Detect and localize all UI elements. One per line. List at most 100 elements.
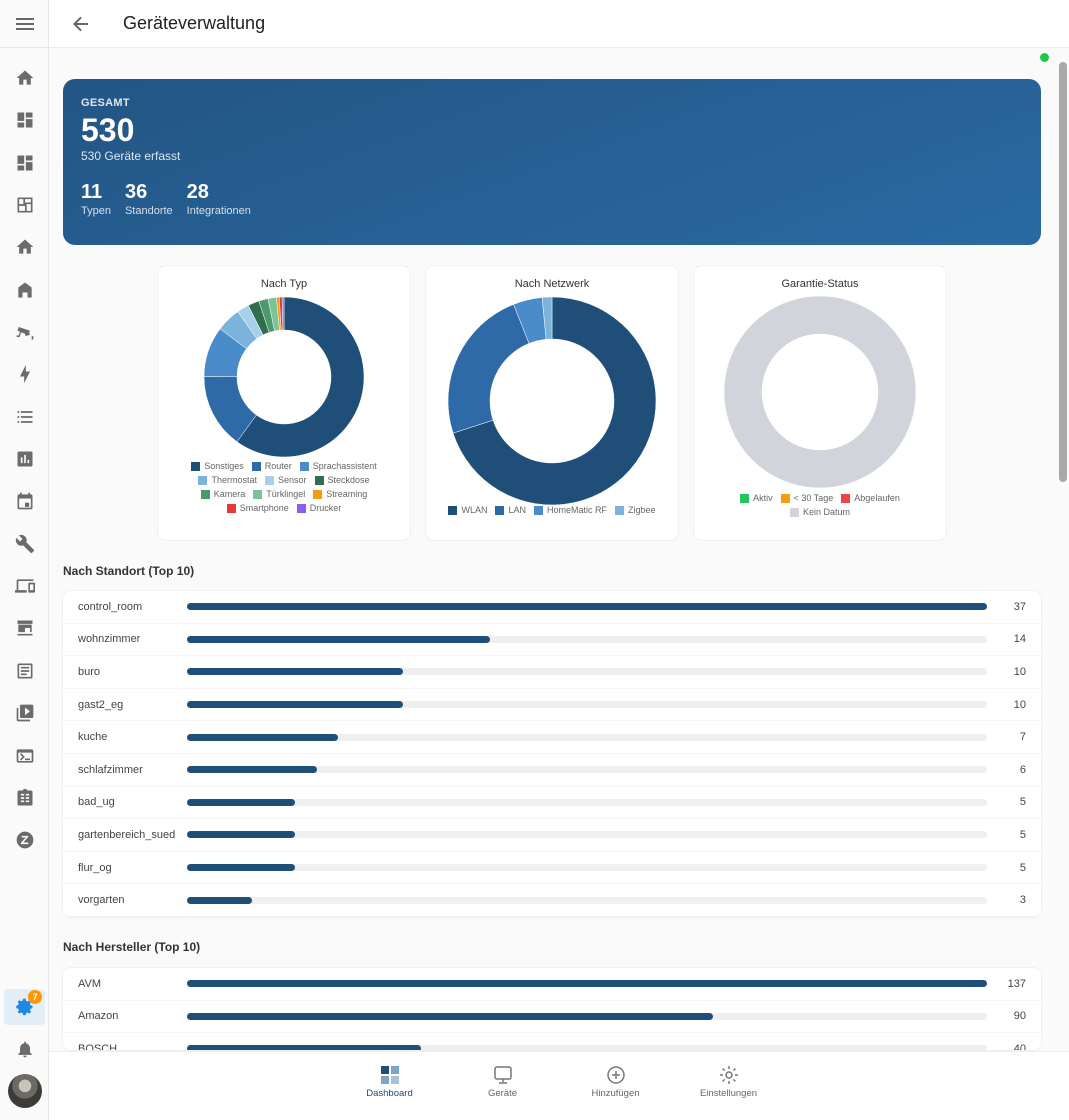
sidebar-item-0[interactable] (4, 60, 45, 96)
bar-row: Amazon 90 (63, 1001, 1041, 1034)
legend-item[interactable]: < 30 Tage (780, 493, 834, 503)
legend-swatch (789, 507, 799, 517)
sidebar-item-12[interactable] (4, 568, 45, 604)
sidebar-item-13[interactable] (4, 610, 45, 646)
sidebar-item-14[interactable] (4, 653, 45, 689)
stat-locations: 36 Standorte (125, 181, 173, 217)
menu-button[interactable] (0, 0, 49, 48)
sidebar-item-10[interactable] (4, 483, 45, 519)
monitor-icon (493, 1066, 512, 1084)
legend-item[interactable]: Sprachassistent (299, 461, 377, 471)
menu-icon (15, 17, 34, 30)
bar-row: BOSCH 40 (63, 1033, 1041, 1050)
bar-row: kuche 7 (63, 721, 1041, 754)
nav-geräte[interactable]: Geräte (446, 1052, 559, 1120)
bar-track (187, 733, 987, 741)
sidebar-item-17[interactable] (4, 780, 45, 816)
chart-legend: Aktiv < 30 Tage Abgelaufen Kein Datum (714, 493, 926, 517)
user-avatar[interactable] (8, 1074, 42, 1108)
chart-box-icon (17, 451, 32, 467)
bar-track (187, 831, 987, 839)
legend-label: Drucker (309, 503, 342, 513)
sidebar-item-11[interactable] (4, 526, 45, 562)
donut-slice-wlan[interactable] (452, 296, 657, 506)
bar-count: 5 (1019, 828, 1026, 841)
bell-icon (17, 1041, 32, 1058)
donut-chart (203, 296, 365, 458)
sidebar-item-18[interactable] (4, 822, 45, 858)
legend-item[interactable]: Kein Datum (789, 507, 851, 517)
chart-title: Garantie-Status (781, 278, 859, 290)
dashboard-icon (17, 155, 32, 171)
legend-item[interactable]: Abgelaufen (841, 493, 900, 503)
back-button[interactable] (69, 12, 93, 36)
donut-slice-zigbee[interactable] (541, 296, 553, 340)
donut-slice-lan[interactable] (447, 304, 530, 434)
nav-einstellungen[interactable]: Einstellungen (672, 1052, 785, 1120)
bar-count: 7 (1019, 731, 1026, 744)
legend-item[interactable]: Thermostat (198, 475, 257, 485)
legend-item[interactable]: Streaming (313, 489, 367, 499)
sidebar-item-5[interactable] (4, 272, 45, 308)
stat-label: Integrationen (186, 205, 251, 217)
legend-item[interactable]: HomeMatic RF (533, 505, 607, 515)
legend-item[interactable]: Steckdose (314, 475, 370, 485)
wrench-icon (15, 534, 34, 554)
sidebar-item-15[interactable] (4, 695, 45, 731)
bar-count: 10 (1013, 665, 1026, 678)
clipboard-list-icon (17, 788, 32, 806)
stat-label: Typen (81, 205, 111, 217)
total-summary-card: GESAMT 530 530 Geräte erfasst 11 Typen 3… (63, 79, 1041, 245)
home-icon (16, 70, 33, 85)
sidebar-item-16[interactable] (4, 738, 45, 774)
bar-track (187, 635, 987, 643)
bar-track (187, 701, 987, 709)
legend-swatch (615, 505, 624, 515)
legend-item[interactable]: Zigbee (615, 505, 656, 515)
legend-label: Router (264, 461, 292, 471)
legend-label: WLAN (461, 505, 488, 515)
sidebar-item-2[interactable] (4, 145, 45, 181)
donut-slice-kein-datum[interactable] (723, 295, 917, 489)
nav-dashboard[interactable]: Dashboard (333, 1052, 446, 1120)
bar-row: control_room 37 (63, 591, 1041, 624)
sidebar-item-notifications[interactable] (4, 1031, 45, 1067)
legend-item[interactable]: WLAN (448, 505, 487, 515)
arrow-left-icon (73, 16, 88, 31)
donut-chart (723, 295, 917, 489)
legend-label: Kein Datum (802, 507, 851, 517)
sidebar-item-settings[interactable]: 7 (4, 989, 45, 1025)
cctv-icon (16, 327, 33, 340)
home-icon (16, 239, 33, 254)
chart-title: Nach Typ (260, 278, 308, 290)
scrollbar[interactable] (1059, 62, 1067, 482)
sidebar-item-4[interactable] (4, 229, 45, 265)
bar-fill (187, 603, 987, 611)
sidebar-item-3[interactable] (4, 187, 45, 223)
bar-count: 5 (1019, 861, 1026, 874)
nav-hinzufügen[interactable]: Hinzufügen (559, 1052, 672, 1120)
legend-item[interactable]: LAN (495, 505, 526, 515)
legend-item[interactable]: Router (251, 461, 292, 471)
legend-item[interactable]: Smartphone (226, 503, 289, 513)
donut-slice-drucker[interactable] (281, 296, 285, 331)
sidebar-item-8[interactable] (4, 399, 45, 435)
legend-item[interactable]: Sonstiges (191, 461, 244, 471)
bar-count: 137 (1007, 977, 1026, 990)
sidebar-item-6[interactable] (4, 314, 45, 350)
donut-slice-sonstiges[interactable] (236, 296, 365, 458)
sidebar-item-7[interactable] (4, 356, 45, 392)
sidebar-item-1[interactable] (4, 102, 45, 138)
bar-count: 90 (1013, 1010, 1026, 1023)
lightning-icon (19, 364, 30, 384)
legend-label: Steckdose (327, 475, 370, 485)
legend-item[interactable]: Sensor (264, 475, 307, 485)
legend-label: < 30 Tage (793, 493, 834, 503)
legend-item[interactable]: Kamera (200, 489, 245, 499)
stat-value: 11 (81, 181, 103, 203)
bar-track (187, 980, 987, 988)
legend-item[interactable]: Drucker (296, 503, 342, 513)
legend-item[interactable]: Türklingel (253, 489, 305, 499)
sidebar-item-9[interactable] (4, 441, 45, 477)
legend-item[interactable]: Aktiv (740, 493, 773, 503)
